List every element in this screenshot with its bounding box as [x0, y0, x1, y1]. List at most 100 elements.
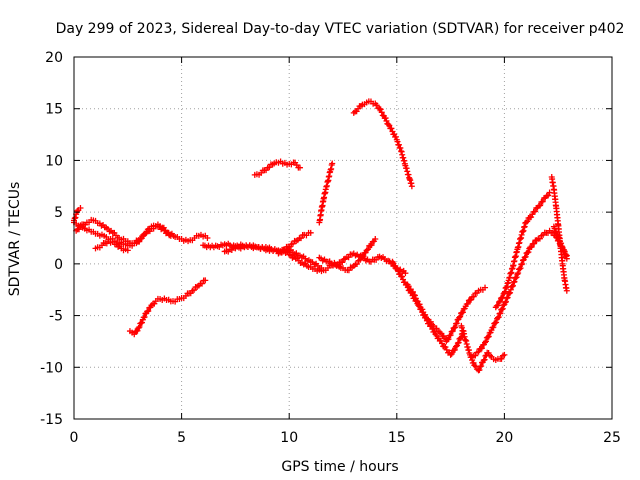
- data-point: [455, 339, 462, 346]
- data-point: [452, 324, 459, 331]
- series-arc-17: [458, 322, 508, 374]
- series-arc-9: [275, 229, 314, 257]
- data-point: [134, 327, 141, 334]
- data-point: [513, 274, 520, 281]
- data-point: [560, 246, 567, 253]
- data-point: [522, 219, 529, 226]
- data-point: [558, 240, 565, 247]
- data-point: [392, 133, 399, 140]
- x-axis: 0 5 10 15 20 25: [70, 57, 621, 446]
- data-point: [510, 282, 517, 289]
- data-point: [459, 309, 466, 316]
- data-point: [77, 205, 84, 212]
- data-point: [494, 302, 501, 309]
- data-point: [481, 356, 488, 363]
- data-point: [139, 319, 146, 326]
- data-point: [383, 117, 390, 124]
- data-point: [472, 352, 479, 359]
- data-point: [456, 314, 463, 321]
- series-arc-11: [316, 160, 336, 226]
- data-point: [447, 351, 454, 358]
- data-point: [539, 198, 546, 205]
- data-point: [511, 278, 518, 285]
- series-arc-18: [469, 227, 570, 360]
- series-arc-3: [71, 205, 84, 224]
- data-point: [372, 236, 379, 243]
- series-arc-14: [389, 258, 467, 358]
- data-point: [499, 305, 506, 312]
- data-point: [399, 273, 406, 280]
- data-point: [495, 314, 502, 321]
- data-point: [135, 324, 142, 331]
- data-point: [537, 202, 544, 209]
- y-tick-label: -10: [40, 360, 63, 376]
- data-point: [329, 160, 336, 167]
- y-tick-label: 0: [54, 257, 63, 273]
- x-tick-label: 0: [70, 430, 79, 446]
- data-point: [453, 320, 460, 327]
- y-tick-label: 5: [54, 205, 63, 221]
- data-point: [485, 333, 492, 340]
- data-point: [190, 287, 197, 294]
- y-tick-label: 20: [45, 50, 63, 66]
- data-point: [307, 229, 314, 236]
- x-tick-label: 15: [388, 430, 406, 446]
- data-point: [423, 315, 430, 322]
- data-point: [72, 214, 79, 221]
- data-point: [478, 363, 485, 370]
- y-axis: -15 -10 -5 0 5 10 15 20: [40, 50, 612, 428]
- series-arc-20: [548, 173, 570, 294]
- data-point: [419, 306, 426, 313]
- chart-title: Day 299 of 2023, Sidereal Day-to-day VTE…: [56, 21, 625, 37]
- data-point: [528, 244, 535, 251]
- data-point: [382, 115, 389, 122]
- data-point: [408, 183, 415, 190]
- y-axis-label: SDTVAR / TECUs: [7, 182, 23, 297]
- y-tick-label: -15: [40, 412, 63, 428]
- data-point: [525, 249, 532, 256]
- x-tick-label: 10: [280, 430, 298, 446]
- data-point: [138, 235, 145, 242]
- data-point: [517, 265, 524, 272]
- data-point: [409, 288, 416, 295]
- data-point: [482, 339, 489, 346]
- data-point: [496, 299, 503, 306]
- series-arc-21: [550, 223, 570, 262]
- data-point: [397, 145, 404, 152]
- data-point: [470, 293, 477, 300]
- data-point: [475, 348, 482, 355]
- data-point: [131, 331, 138, 338]
- data-point: [411, 292, 418, 299]
- data-point: [422, 311, 429, 318]
- data-point: [437, 337, 444, 344]
- x-axis-label: GPS time / hours: [281, 459, 398, 475]
- data-point: [394, 265, 401, 272]
- data-point: [554, 231, 561, 238]
- data-point: [478, 345, 485, 352]
- data-point: [74, 207, 81, 214]
- data-point: [514, 271, 521, 278]
- data-point: [558, 243, 565, 250]
- data-point: [136, 323, 143, 330]
- data-point: [499, 352, 506, 359]
- data-point: [536, 235, 543, 242]
- data-point: [476, 366, 483, 373]
- data-point: [490, 324, 497, 331]
- data-point: [447, 332, 454, 339]
- series-arc-4: [92, 238, 131, 254]
- data-point: [501, 351, 508, 358]
- series-arc-5: [126, 277, 209, 338]
- data-point: [388, 125, 395, 132]
- series-arc-16: [443, 284, 489, 345]
- x-tick-label: 5: [177, 430, 186, 446]
- data-point: [555, 234, 562, 241]
- grid: [74, 57, 612, 419]
- data-point: [386, 122, 393, 129]
- data-point: [363, 247, 370, 254]
- data-point: [296, 164, 303, 171]
- data-point: [167, 232, 174, 239]
- series-arc-2: [73, 216, 174, 247]
- data-point: [561, 249, 568, 256]
- data-point: [458, 334, 465, 341]
